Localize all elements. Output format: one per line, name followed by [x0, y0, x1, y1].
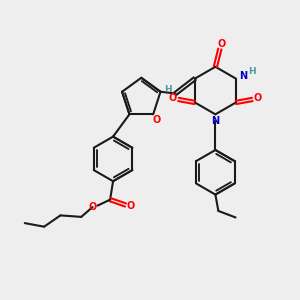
Text: O: O [152, 115, 160, 125]
Text: O: O [88, 202, 97, 212]
Text: O: O [127, 202, 135, 212]
Text: O: O [169, 93, 177, 103]
Text: H: H [164, 85, 172, 94]
Text: N: N [211, 116, 220, 126]
Text: O: O [254, 93, 262, 103]
Text: H: H [248, 67, 256, 76]
Text: O: O [217, 39, 226, 49]
Text: N: N [239, 71, 247, 81]
